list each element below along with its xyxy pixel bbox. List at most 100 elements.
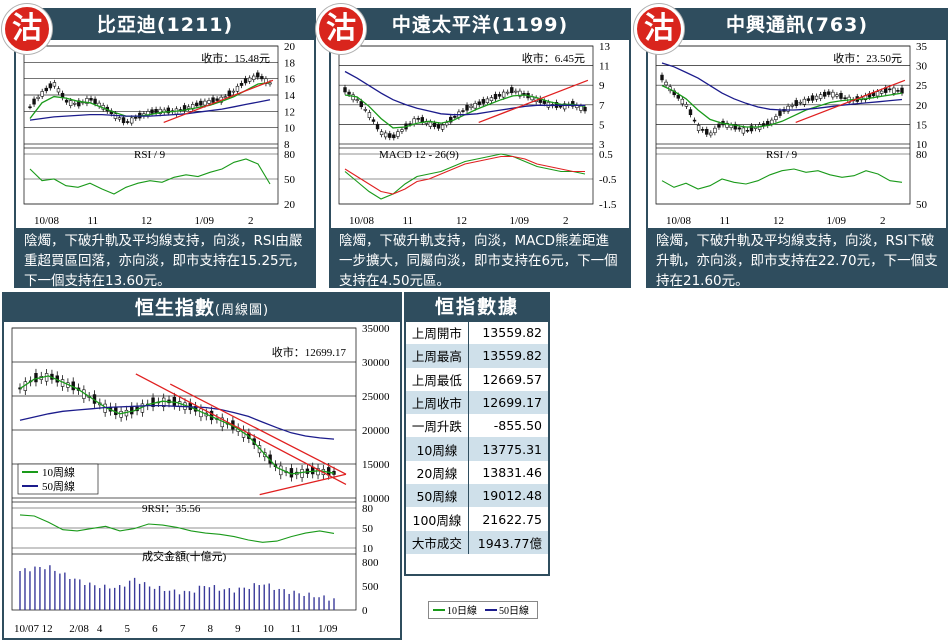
candle-body <box>151 397 155 407</box>
candle-body <box>806 98 811 101</box>
candle-body <box>506 91 510 94</box>
hsi-ma50-line <box>19 404 335 440</box>
candle-body <box>493 93 498 100</box>
ind-tick-label: 50 <box>284 174 296 186</box>
candle-body <box>161 397 166 407</box>
candle-body <box>215 98 219 101</box>
ma-long-line <box>661 62 903 111</box>
hsi-y-tick: 35000 <box>362 323 390 335</box>
stats-value: 13559.82 <box>468 344 548 368</box>
stats-key: 上周開市 <box>406 321 469 345</box>
stats-value: 1943.77億 <box>468 530 548 554</box>
hsi-legend-label: 50周線 <box>42 479 75 493</box>
hsi-title: 恒生指數(周線圖) <box>4 294 400 322</box>
x-tick-label: 1/09 <box>195 215 215 227</box>
panel-zte: 中興通訊(763) 35 30 25 20 15 10 收市：23.50元 80 50 RSI /… <box>646 8 948 289</box>
stats-row: 100周線 21622.75 <box>406 507 548 531</box>
panel-title: 中遠太平洋(1199) <box>331 10 629 40</box>
candle-body <box>440 124 445 130</box>
candle-body <box>709 132 713 136</box>
candle-body <box>260 76 264 80</box>
candle-body <box>684 104 689 107</box>
hsi-rsi-tick: 50 <box>362 523 374 535</box>
stats-row: 一周升跌 -855.50 <box>406 414 548 438</box>
y-tick-label: 30 <box>916 61 928 73</box>
ind-tick-label: -0.5 <box>599 174 617 186</box>
stock-chart-1: 20 18 16 14 12 10 8 收市：15.48元 80 50 20 RSI / 9 10/08… <box>23 41 296 227</box>
candle-body <box>48 83 53 89</box>
candle-body <box>786 105 790 112</box>
ind-tick-label: 50 <box>916 199 928 211</box>
hsi-vol-tick: 0 <box>362 605 368 617</box>
x-tick-label: 10/08 <box>666 215 692 227</box>
candle-body <box>347 91 351 95</box>
candle-body <box>432 122 437 127</box>
candle-body <box>664 81 668 86</box>
candle-body <box>700 129 705 131</box>
hsi-chart: 35000 30000 25000 20000 15000 10000 收市：12699.1… <box>11 323 390 635</box>
candle-body <box>477 101 481 105</box>
candle-body <box>134 116 138 119</box>
candle-body <box>453 116 457 118</box>
stats-row: 上周收市 12699.17 <box>406 390 548 415</box>
candle-body <box>676 94 680 99</box>
candle-body <box>73 102 77 105</box>
candle-body <box>243 78 248 84</box>
indicator-label: RSI / 9 <box>134 149 166 161</box>
stats-value: 19012.48 <box>468 484 548 508</box>
candle-body <box>56 88 61 93</box>
candle-body <box>85 98 89 104</box>
stats-key: 50周線 <box>406 484 469 508</box>
sell-badge: 沽 <box>634 4 684 54</box>
hsi-rsi-tick: 10 <box>362 543 374 555</box>
hsi-x-tick: 5 <box>125 623 131 635</box>
hsi-y-tick: 10000 <box>362 493 390 505</box>
candle-body <box>150 109 154 114</box>
candle-body <box>388 133 392 138</box>
hsi-legend-box <box>17 463 99 495</box>
y-tick-label: 20 <box>916 100 928 112</box>
stats-value: 12669.57 <box>482 371 542 387</box>
candle-body <box>469 105 473 108</box>
x-tick-label: 1/09 <box>510 215 530 227</box>
candle-body <box>790 104 794 107</box>
hsi-y-tick: 15000 <box>362 459 390 471</box>
panel-hsi: 恒生指數(周線圖) 35000 30000 25000 20000 15000 10000… <box>2 292 402 640</box>
hsi-x-tick: 1/09 <box>318 623 338 635</box>
stats-row: 上周開市 13559.82 <box>406 321 548 345</box>
hsi-x-tick: 7 <box>180 623 186 635</box>
stats-value: 13831.46 <box>482 464 542 480</box>
ma-legend-svg: 10日線 50日線 <box>433 604 529 617</box>
candle-body <box>733 123 737 130</box>
hsi-x-tick: 10 <box>263 623 275 635</box>
candle-body <box>449 116 453 123</box>
candle-body <box>737 127 741 130</box>
hsi-trend-line <box>169 383 347 475</box>
candle-body <box>514 90 518 93</box>
candle-body <box>211 97 215 103</box>
hsi-close-label: 收市：12699.17 <box>272 345 347 359</box>
ma-long-line <box>344 70 585 116</box>
stats-key: 一周升跌 <box>406 414 469 438</box>
hsi-title-text: 恒生指數 <box>134 297 215 319</box>
y-tick-label: 11 <box>599 61 610 73</box>
candle-body <box>256 72 260 78</box>
candle-body <box>195 102 199 107</box>
candle-body <box>900 87 904 94</box>
candle-body <box>579 105 583 111</box>
legend-label-10d: 10日線 <box>447 604 477 617</box>
candle-body <box>36 96 40 99</box>
candle-body <box>680 98 685 105</box>
stats-value: 13559.82 <box>482 325 542 341</box>
hsi-x-tick: 10/07 <box>14 623 40 635</box>
candle-body <box>888 88 892 91</box>
ma-short-line <box>344 94 586 129</box>
candle-body <box>52 82 57 87</box>
analysis-caption: 陰燭，下破升軌及平均線支持，向淡，RSI下破升軌，亦向淡，即市支持在22.70元… <box>648 228 946 289</box>
candle-body <box>34 373 38 383</box>
candle-body <box>501 91 506 98</box>
stats-value: 13775.31 <box>468 437 548 461</box>
y-tick-label: 5 <box>599 119 605 131</box>
hsi-support-line <box>259 473 347 496</box>
hsi-y-tick: 20000 <box>362 425 390 437</box>
